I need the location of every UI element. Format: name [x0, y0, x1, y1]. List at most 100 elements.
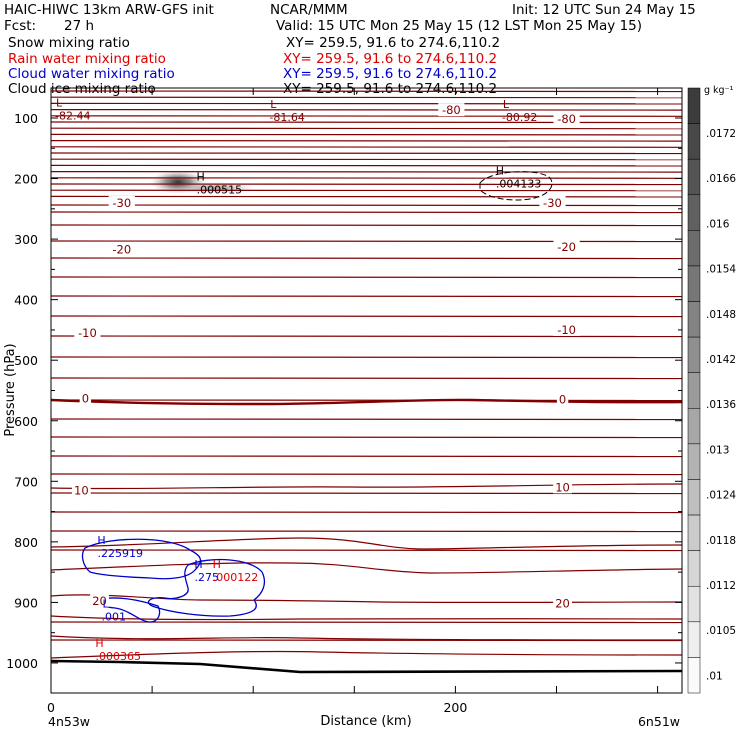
isotherm-line — [51, 530, 682, 533]
y-tick-label: 300 — [14, 232, 38, 247]
isotherm-line — [51, 418, 682, 421]
colorbar-tick-label: .01 — [706, 670, 723, 682]
isotherm-line — [51, 562, 682, 574]
isotherm-line — [51, 127, 682, 130]
x-axis-label: Distance (km) — [320, 714, 411, 729]
extremum-marker: L — [270, 98, 277, 111]
isotherm-line — [51, 399, 682, 402]
colorbar-tick-label: .0142 — [706, 354, 736, 366]
extremum-value: .275 — [195, 571, 220, 584]
isotherm-line — [51, 492, 682, 495]
isotherm-label-bg — [553, 480, 572, 494]
colorbar-tick-label: .0166 — [706, 173, 736, 185]
field-snow-name: Snow mixing ratio — [8, 35, 130, 51]
model-center: NCAR/MMM — [270, 2, 348, 18]
field-cloudwater-name: Cloud water mixing ratio — [8, 66, 175, 82]
isotherm-line — [51, 257, 682, 260]
plot-title: HAIC-HIWC 13km ARW-GFS init — [4, 2, 214, 18]
isotherm-label-bg — [79, 391, 92, 405]
isotherm-line — [51, 377, 682, 380]
colorbar-tick-label: .013 — [706, 444, 729, 456]
isotherm-label: 20 — [92, 594, 107, 608]
isotherm-line — [51, 102, 682, 105]
isotherm-line — [51, 295, 682, 298]
colorbar-segment — [687, 514, 701, 551]
y-tick-label: 100 — [14, 111, 38, 126]
colorbar-segment — [687, 408, 701, 445]
extremum-value: .004133 — [496, 178, 541, 191]
isotherm-line — [51, 615, 682, 621]
isotherm-line — [51, 121, 682, 124]
colorbar-segment — [687, 550, 701, 587]
isotherm-line — [51, 139, 682, 142]
isotherm-line — [51, 133, 682, 136]
colorbar-tick-label: .0118 — [706, 535, 736, 547]
isotherm-line — [51, 164, 682, 167]
field-snow-xy: XY= 259.5, 91.6 to 274.6,110.2 — [286, 35, 501, 51]
isotherm-line — [51, 176, 682, 179]
extremum-value: .000515 — [197, 184, 243, 197]
isotherm-line — [51, 240, 682, 243]
isotherm-label: 10 — [555, 480, 570, 494]
isotherm-label: -10 — [557, 323, 576, 337]
colorbar-segment — [687, 479, 701, 516]
colorbar-segment — [687, 372, 701, 409]
extremum-marker: H — [496, 165, 504, 178]
extremum-marker: L — [102, 597, 109, 610]
extremum-marker: H — [196, 171, 204, 184]
x-tick-label: 0 — [47, 700, 55, 715]
isotherm-label-bg — [553, 596, 572, 610]
isotherm-label: -30 — [543, 196, 562, 210]
colorbar-unit-label: g kg⁻¹ — [704, 85, 734, 96]
isotherm-line — [51, 224, 682, 227]
isotherm-line — [51, 204, 682, 207]
extremum-value: .225919 — [98, 547, 144, 560]
extremum-marker: H — [95, 637, 103, 650]
colorbar-tick-label: .0105 — [706, 625, 736, 637]
colorbar-tick-label: .0136 — [706, 399, 736, 411]
isotherm-line — [51, 276, 682, 279]
isotherm-line — [51, 621, 682, 624]
colorbar-segment — [687, 123, 701, 160]
colorbar-segment — [687, 585, 701, 623]
isotherm-line — [51, 549, 682, 552]
isotherm-label: 20 — [555, 597, 570, 611]
forecast-hours: 27 h — [64, 18, 95, 34]
field-cloudice-xy: XY= 259.5, 91.6 to 274.6,110.2 — [283, 81, 498, 97]
y-tick-label: 900 — [14, 595, 38, 610]
isotherm-label-bg — [108, 195, 135, 209]
field-rain-xy: XY= 259.5, 91.6 to 274.6,110.2 — [283, 51, 498, 67]
isotherm-label: -80 — [442, 103, 461, 117]
extremum-value: -82.44 — [55, 110, 90, 123]
field-cloudice-name: Cloud ice mixing ratio — [8, 81, 156, 97]
isotherm-line — [51, 436, 682, 439]
extremum-marker: H — [194, 558, 202, 571]
cloud-water-contour — [147, 558, 266, 617]
colorbar-tick-label: .016 — [706, 218, 730, 230]
isotherm-line — [51, 90, 682, 93]
extremum-value: .000122 — [213, 571, 259, 584]
y-axis-label: Pressure (hPa) — [3, 343, 18, 436]
isotherm-line — [51, 96, 682, 99]
isotherm-line — [51, 650, 682, 659]
isotherm-line — [51, 455, 682, 458]
isotherm-line — [51, 211, 682, 214]
colorbar-segment — [687, 230, 701, 267]
colorbar-segment — [687, 301, 701, 338]
isotherm-line — [51, 183, 682, 186]
isotherm-label: -30 — [112, 196, 131, 210]
isotherm-line — [51, 195, 682, 198]
isotherm-label: -20 — [112, 242, 131, 256]
colorbar-segment — [687, 336, 701, 373]
isotherm-label: -80 — [557, 112, 576, 126]
isotherm-label-bg — [90, 594, 109, 608]
valid-time: Valid: 15 UTC Mon 25 May 15 (12 LST Mon … — [276, 18, 643, 34]
colorbar-segment — [687, 194, 701, 231]
extremum-marker: H — [213, 558, 221, 571]
isotherm-line — [51, 473, 682, 476]
isotherm-line — [51, 315, 682, 318]
isotherm-line — [51, 152, 682, 155]
snow-shading-tail — [175, 182, 255, 194]
isotherm-line — [51, 108, 682, 111]
